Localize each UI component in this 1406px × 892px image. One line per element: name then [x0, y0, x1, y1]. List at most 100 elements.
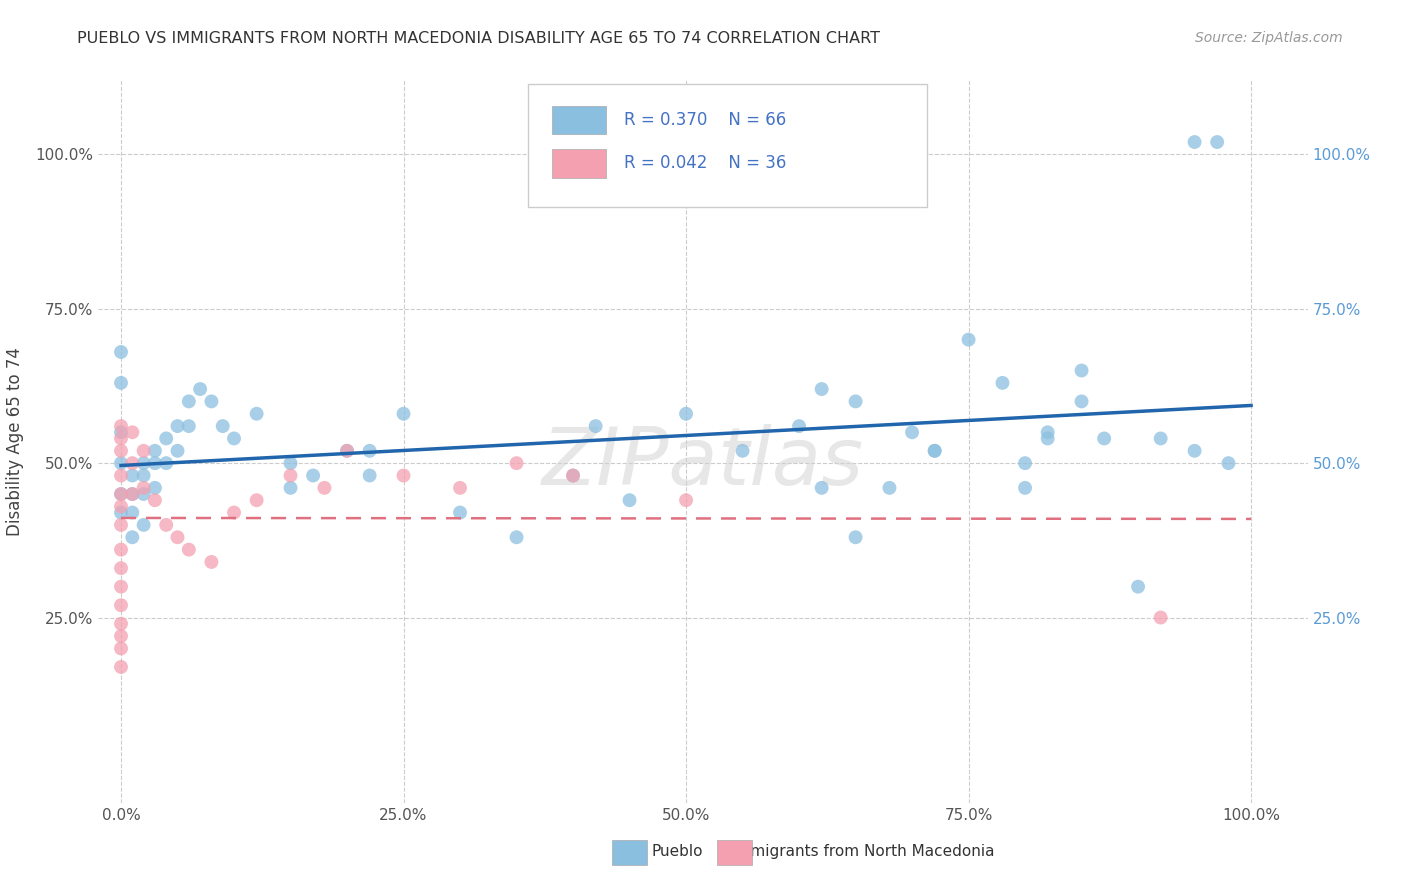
- Point: [110, 580, 132, 594]
- Point: [132, 443, 155, 458]
- Point: [810, 481, 832, 495]
- Point: [143, 456, 166, 470]
- Point: [121, 506, 143, 520]
- Point: [200, 555, 222, 569]
- Point: [155, 432, 177, 446]
- Point: [1150, 432, 1173, 446]
- Point: [121, 456, 143, 470]
- FancyBboxPatch shape: [551, 105, 606, 135]
- Point: [110, 500, 132, 514]
- Point: [336, 443, 359, 458]
- Point: [336, 443, 359, 458]
- Point: [121, 487, 143, 501]
- Point: [110, 419, 132, 434]
- Point: [143, 493, 166, 508]
- Point: [1184, 443, 1206, 458]
- Point: [957, 333, 980, 347]
- Point: [132, 517, 155, 532]
- Point: [1092, 432, 1115, 446]
- Point: [787, 419, 810, 434]
- FancyBboxPatch shape: [551, 149, 606, 178]
- Point: [110, 432, 132, 446]
- Point: [1014, 481, 1036, 495]
- Point: [177, 394, 200, 409]
- Point: [110, 641, 132, 656]
- Point: [1070, 363, 1092, 377]
- Point: [110, 561, 132, 575]
- Point: [132, 468, 155, 483]
- Point: [1070, 394, 1092, 409]
- Point: [901, 425, 924, 440]
- Point: [110, 517, 132, 532]
- Point: [110, 616, 132, 631]
- Point: [845, 530, 868, 544]
- Point: [731, 443, 754, 458]
- Point: [132, 487, 155, 501]
- Point: [991, 376, 1014, 390]
- Point: [246, 407, 269, 421]
- Point: [155, 456, 177, 470]
- Point: [188, 382, 211, 396]
- Point: [166, 530, 188, 544]
- Text: Pueblo: Pueblo: [651, 845, 703, 859]
- Point: [1218, 456, 1240, 470]
- Text: ZIPatlas: ZIPatlas: [541, 425, 865, 502]
- Point: [1126, 580, 1149, 594]
- Point: [110, 468, 132, 483]
- Point: [280, 481, 302, 495]
- Point: [166, 419, 188, 434]
- Point: [314, 481, 336, 495]
- Point: [1036, 432, 1059, 446]
- Text: PUEBLO VS IMMIGRANTS FROM NORTH MACEDONIA DISABILITY AGE 65 TO 74 CORRELATION CH: PUEBLO VS IMMIGRANTS FROM NORTH MACEDONI…: [77, 31, 880, 46]
- Point: [359, 468, 381, 483]
- Point: [810, 382, 832, 396]
- Point: [1184, 135, 1206, 149]
- Point: [110, 542, 132, 557]
- Point: [585, 419, 607, 434]
- Point: [155, 517, 177, 532]
- Point: [505, 530, 527, 544]
- Point: [110, 376, 132, 390]
- Point: [246, 493, 269, 508]
- Point: [562, 468, 585, 483]
- Point: [143, 443, 166, 458]
- Point: [1206, 135, 1229, 149]
- Point: [177, 542, 200, 557]
- Point: [110, 506, 132, 520]
- Y-axis label: Disability Age 65 to 74: Disability Age 65 to 74: [7, 347, 24, 536]
- Point: [619, 493, 641, 508]
- Point: [675, 493, 697, 508]
- Point: [132, 481, 155, 495]
- Point: [110, 487, 132, 501]
- Point: [845, 394, 868, 409]
- Point: [562, 468, 585, 483]
- Point: [359, 443, 381, 458]
- Point: [449, 506, 471, 520]
- Point: [132, 456, 155, 470]
- Point: [302, 468, 325, 483]
- Point: [280, 456, 302, 470]
- Point: [121, 487, 143, 501]
- Point: [1150, 610, 1173, 624]
- Point: [110, 443, 132, 458]
- FancyBboxPatch shape: [527, 84, 927, 207]
- Point: [222, 506, 245, 520]
- Point: [110, 660, 132, 674]
- Point: [924, 443, 946, 458]
- Point: [449, 481, 471, 495]
- Point: [200, 394, 222, 409]
- Point: [110, 598, 132, 612]
- Point: [110, 629, 132, 643]
- Point: [121, 530, 143, 544]
- Point: [110, 456, 132, 470]
- Point: [121, 468, 143, 483]
- Point: [110, 487, 132, 501]
- Point: [222, 432, 245, 446]
- Point: [211, 419, 233, 434]
- Point: [1014, 456, 1036, 470]
- Point: [924, 443, 946, 458]
- Point: [110, 345, 132, 359]
- Point: [1036, 425, 1059, 440]
- Text: R = 0.370    N = 66: R = 0.370 N = 66: [624, 111, 786, 129]
- Text: Immigrants from North Macedonia: Immigrants from North Macedonia: [731, 845, 994, 859]
